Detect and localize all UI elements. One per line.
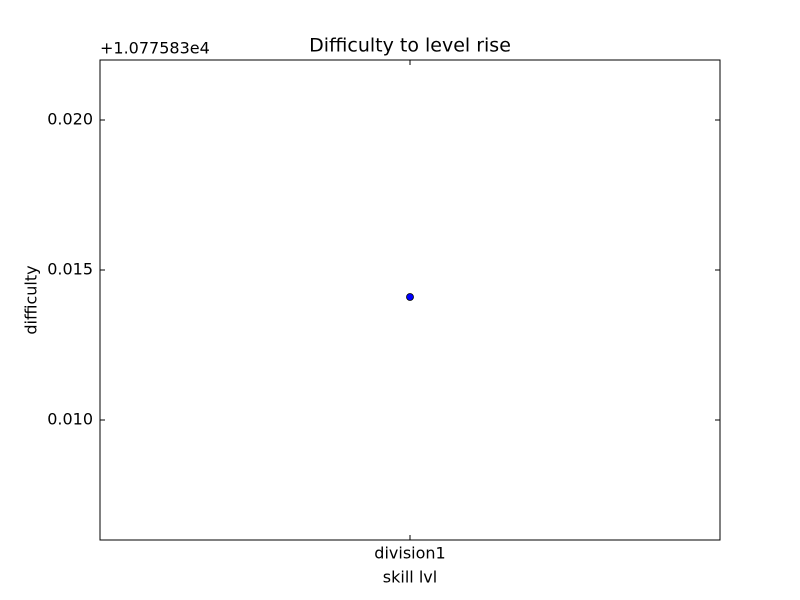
y-tick-label: 0.015 — [47, 260, 93, 279]
y-offset-label: +1.077583e4 — [100, 39, 210, 58]
y-axis-label: difficulty — [22, 265, 41, 334]
y-tick-label: 0.020 — [47, 110, 93, 129]
x-axis-label: skill lvl — [383, 568, 437, 587]
chart-title: Difficulty to level rise — [309, 35, 511, 57]
y-tick-label: 0.010 — [47, 410, 93, 429]
scatter-point — [406, 293, 414, 301]
x-tick-label: division1 — [374, 544, 445, 563]
